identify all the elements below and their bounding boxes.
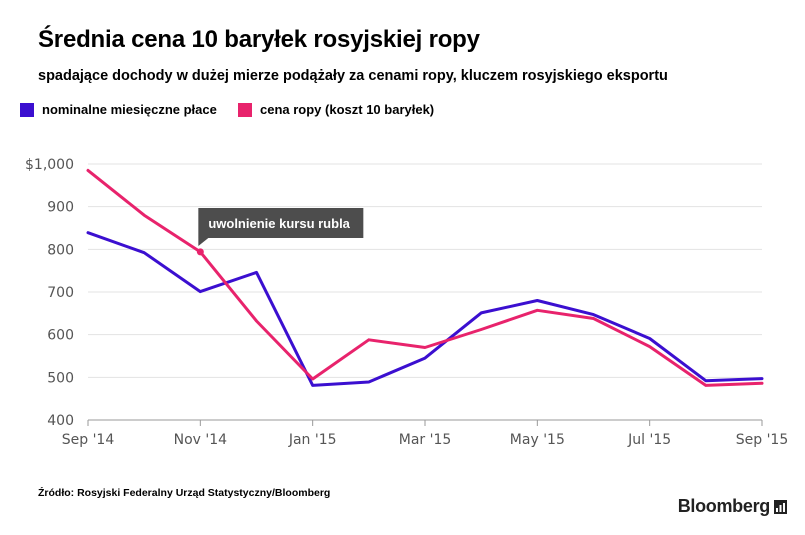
- y-tick-label: 900: [47, 200, 74, 216]
- source-note: Źródło: Rosyjski Federalny Urząd Statyst…: [38, 487, 331, 499]
- series-line-wages: [86, 231, 764, 387]
- logo-text: Bloomberg: [677, 496, 771, 516]
- x-tick-label: Sep '15: [736, 432, 789, 448]
- x-tick-label: Nov '14: [174, 432, 228, 448]
- legend-swatch-wages: [20, 102, 34, 117]
- bloomberg-mark-icon: [774, 499, 787, 514]
- series-line-oil: [86, 168, 764, 387]
- annotation-label: uwolnienie kursu rubla: [208, 216, 350, 231]
- legend-item-wages: nominalne miesięczne płace: [20, 102, 217, 117]
- legend-label-oil: cena ropy (koszt 10 baryłek): [260, 102, 435, 117]
- legend: nominalne miesięczne płace cena ropy (ko…: [0, 102, 805, 122]
- x-tick-label: Sep '14: [62, 432, 115, 448]
- legend-swatch-oil: [238, 102, 252, 117]
- y-tick-label: 400: [47, 413, 74, 429]
- annotation-box: [198, 208, 364, 238]
- chart-subtitle: spadające dochody w dużej mierze podążał…: [38, 68, 668, 84]
- bloomberg-logo: Bloomberg: [678, 496, 787, 517]
- chart-title: Średnia cena 10 baryłek rosyjskiej ropy: [38, 26, 480, 53]
- y-tick-label: 500: [47, 370, 74, 386]
- legend-item-oil: cena ropy (koszt 10 baryłek): [238, 102, 434, 117]
- annotation-marker: [196, 248, 204, 256]
- x-tick-label: May '15: [510, 432, 565, 448]
- y-tick-label: 600: [47, 328, 74, 344]
- x-tick-label: Jul '15: [627, 432, 671, 448]
- y-tick-label: $1,000: [25, 157, 74, 173]
- y-tick-label: 700: [47, 285, 74, 301]
- x-tick-label: Mar '15: [399, 432, 452, 448]
- x-tick-label: Jan '15: [288, 432, 337, 448]
- y-tick-label: 800: [47, 242, 74, 258]
- annotation-pointer: [198, 238, 209, 246]
- legend-label-wages: nominalne miesięczne płace: [42, 102, 217, 117]
